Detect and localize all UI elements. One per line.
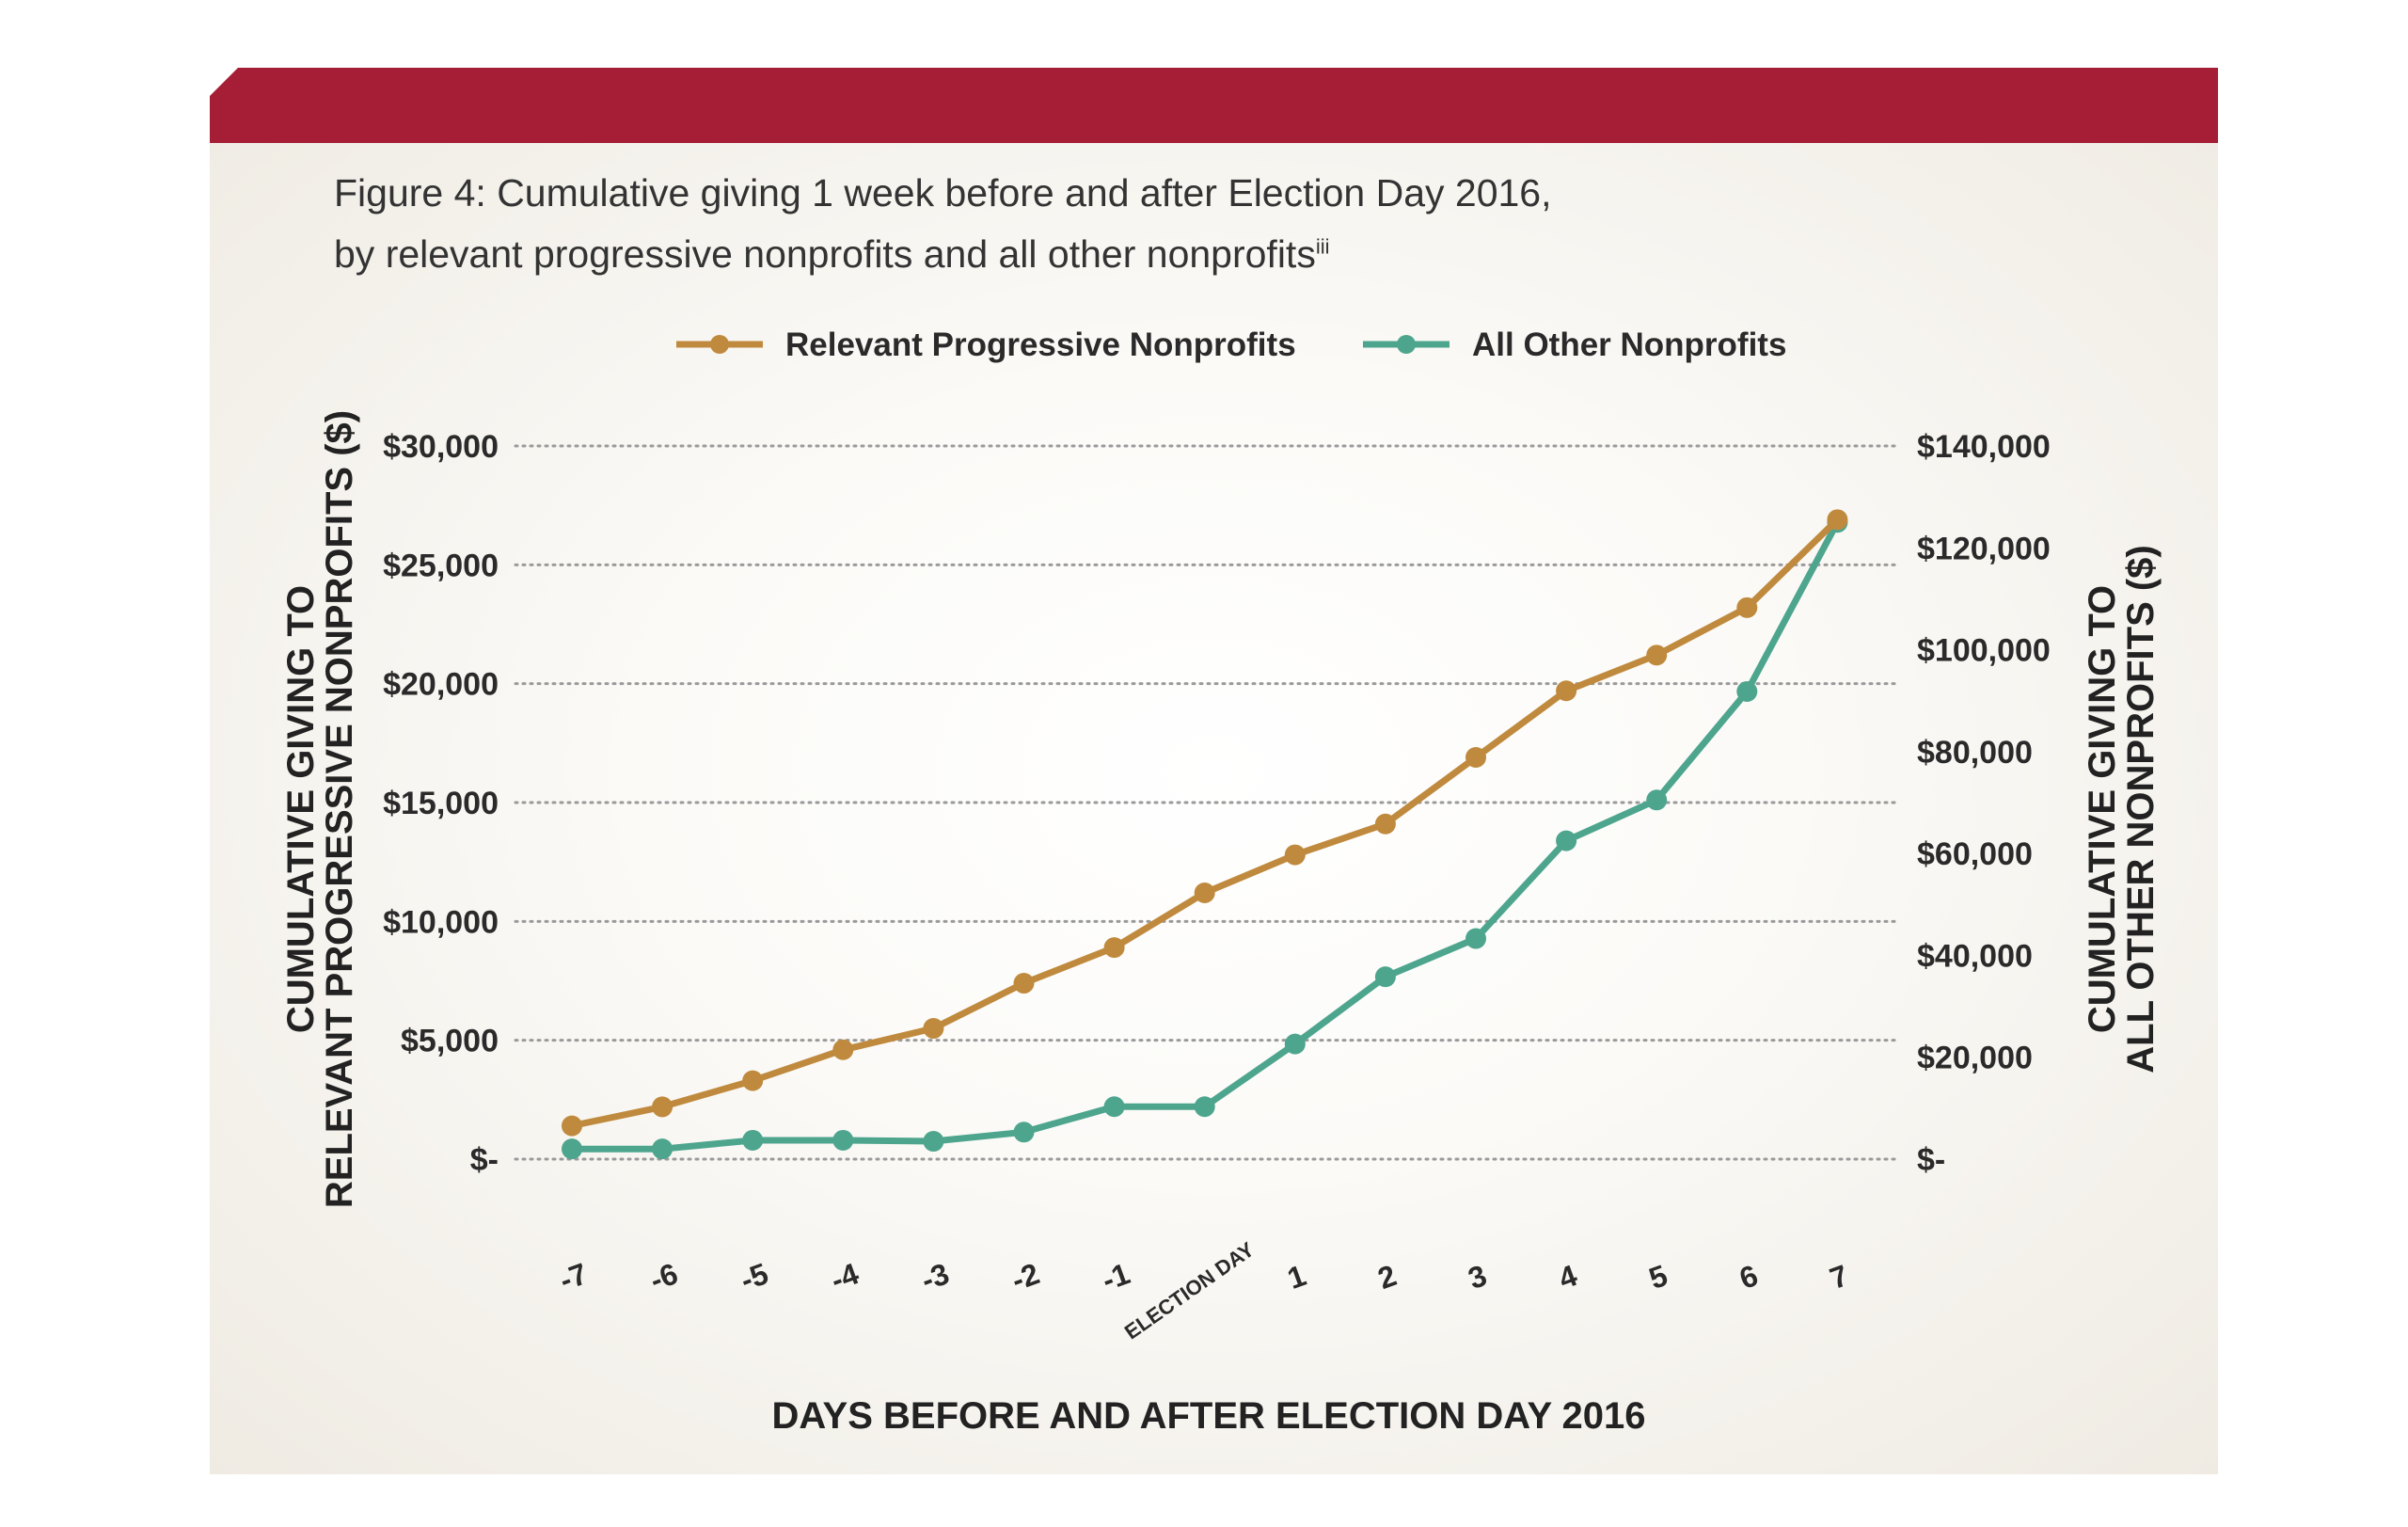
left-tick-label: $-: [470, 1142, 499, 1178]
x-tick-label: -6: [645, 1256, 682, 1297]
data-point: [1736, 680, 1758, 702]
data-point: [652, 1138, 673, 1160]
x-tick-label: -3: [917, 1256, 954, 1297]
left-tick-label: $5,000: [401, 1024, 499, 1059]
left-tick-label: $15,000: [383, 786, 499, 821]
right-tick-label: $120,000: [1917, 531, 2051, 566]
legend-label: Relevant Progressive Nonprofits: [785, 326, 1296, 363]
x-tick-label: -1: [1098, 1256, 1134, 1297]
right-axis-title-line2: ALL OTHER NONPROFITS ($): [2120, 545, 2162, 1073]
left-tick-label: $20,000: [383, 667, 499, 703]
data-point: [923, 1018, 944, 1040]
data-point: [742, 1070, 764, 1091]
x-tick-label: 1: [1283, 1258, 1310, 1296]
legend-swatch-marker: [710, 335, 729, 354]
figure-title-line2-text: by relevant progressive nonprofits and a…: [334, 232, 1316, 276]
data-point: [1374, 813, 1396, 835]
data-point: [1374, 966, 1396, 988]
x-tick-label: -4: [826, 1256, 863, 1297]
data-point: [832, 1039, 854, 1060]
x-tick-label: -7: [555, 1256, 592, 1297]
data-point: [1646, 789, 1668, 811]
data-point: [1284, 1033, 1306, 1055]
figure-title-footnote: iii: [1315, 234, 1330, 259]
left-tick-label: $25,000: [383, 548, 499, 583]
x-tick-label: 7: [1826, 1258, 1853, 1296]
data-point: [1465, 746, 1486, 768]
x-tick-label: 6: [1735, 1258, 1762, 1296]
data-point: [1103, 937, 1125, 959]
data-point: [562, 1138, 582, 1160]
data-point: [1103, 1096, 1125, 1118]
data-point: [923, 1131, 944, 1153]
x-tick-label: -5: [736, 1256, 772, 1297]
right-tick-label: $140,000: [1917, 429, 2051, 465]
data-point: [1646, 644, 1668, 666]
figure-title-line2: by relevant progressive nonprofits and a…: [334, 232, 1330, 277]
right-tick-label: $20,000: [1917, 1041, 2033, 1076]
legend-label: All Other Nonprofits: [1472, 326, 1786, 363]
left-tick-label: $30,000: [383, 429, 499, 465]
x-tick-label: 4: [1554, 1258, 1581, 1296]
header-bar: [210, 68, 2218, 143]
data-point: [562, 1115, 582, 1137]
right-tick-label: $-: [1917, 1142, 1945, 1178]
left-axis-title-line1: CUMULATIVE GIVING TO: [280, 585, 322, 1033]
x-tick-label: ELECTION DAY: [1120, 1237, 1259, 1344]
data-point: [1736, 596, 1758, 618]
left-axis-title-line2: RELEVANT PROGRESSIVE NONPROFITS ($): [319, 410, 360, 1208]
right-tick-label: $80,000: [1917, 735, 2033, 771]
figure-title-line1: Figure 4: Cumulative giving 1 week befor…: [334, 171, 1552, 215]
left-tick-label: $10,000: [383, 904, 499, 940]
data-point: [1013, 1121, 1035, 1143]
right-tick-label: $60,000: [1917, 836, 2033, 872]
legend-swatch-marker: [1397, 335, 1416, 354]
series-line: [568, 518, 1841, 1153]
right-tick-label: $40,000: [1917, 938, 2033, 974]
data-point: [832, 1129, 854, 1151]
x-tick-label: 2: [1373, 1258, 1401, 1296]
data-point: [1465, 928, 1486, 949]
right-tick-label: $100,000: [1917, 633, 2051, 669]
x-axis-title: DAYS BEFORE AND AFTER ELECTION DAY 2016: [771, 1395, 1645, 1437]
data-point: [742, 1129, 764, 1151]
data-point: [1013, 973, 1035, 994]
data-point: [1827, 509, 1848, 531]
right-axis-title-line1: CUMULATIVE GIVING TO: [2082, 585, 2123, 1033]
data-point: [1556, 680, 1577, 702]
series-line: [568, 516, 1841, 1130]
figure-card: Figure 4: Cumulative giving 1 week befor…: [210, 68, 2218, 1474]
data-point: [1194, 1096, 1215, 1118]
data-point: [1194, 883, 1215, 904]
x-tick-label: 5: [1644, 1258, 1671, 1296]
data-point: [652, 1096, 673, 1118]
data-point: [1556, 830, 1577, 851]
x-tick-label: 3: [1464, 1258, 1491, 1296]
x-tick-label: -2: [1007, 1256, 1044, 1297]
data-point: [1284, 844, 1306, 866]
corner-cut: [210, 68, 238, 96]
